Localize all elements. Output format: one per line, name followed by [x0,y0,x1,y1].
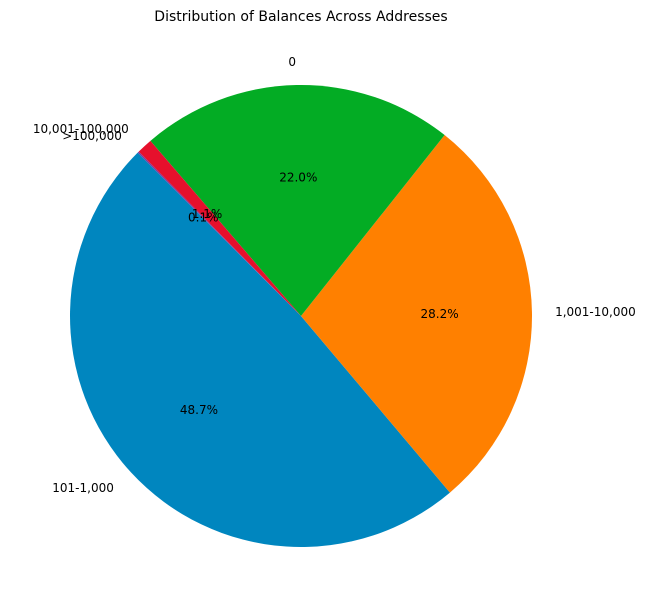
slice-label: >100,000 [62,129,122,143]
pie-slice [138,140,301,316]
slice-percent: 22.0% [279,170,317,184]
slice-label: 0 [288,55,296,69]
slice-percent: 1.1% [192,207,223,221]
pie-slice [70,152,450,547]
pie-slices [70,84,532,547]
slice-percent: 0.1% [188,211,219,225]
slice-label: 101-1,000 [52,481,114,495]
chart-title: Distribution of Balances Across Addresse… [154,9,447,25]
pie-labels: 101-1,000 48.7% 1,001-10,000 28.2% 0 22.0% 10,… [33,55,636,495]
slice-percent: 28.2% [421,307,459,321]
pie-slice [137,151,301,316]
slice-label: 10,001-100,000 [33,122,129,136]
slice-percent: 48.7% [180,403,218,417]
pie-slice [150,84,445,317]
pie-slice [301,135,532,493]
slice-label: 1,001-10,000 [555,305,636,319]
